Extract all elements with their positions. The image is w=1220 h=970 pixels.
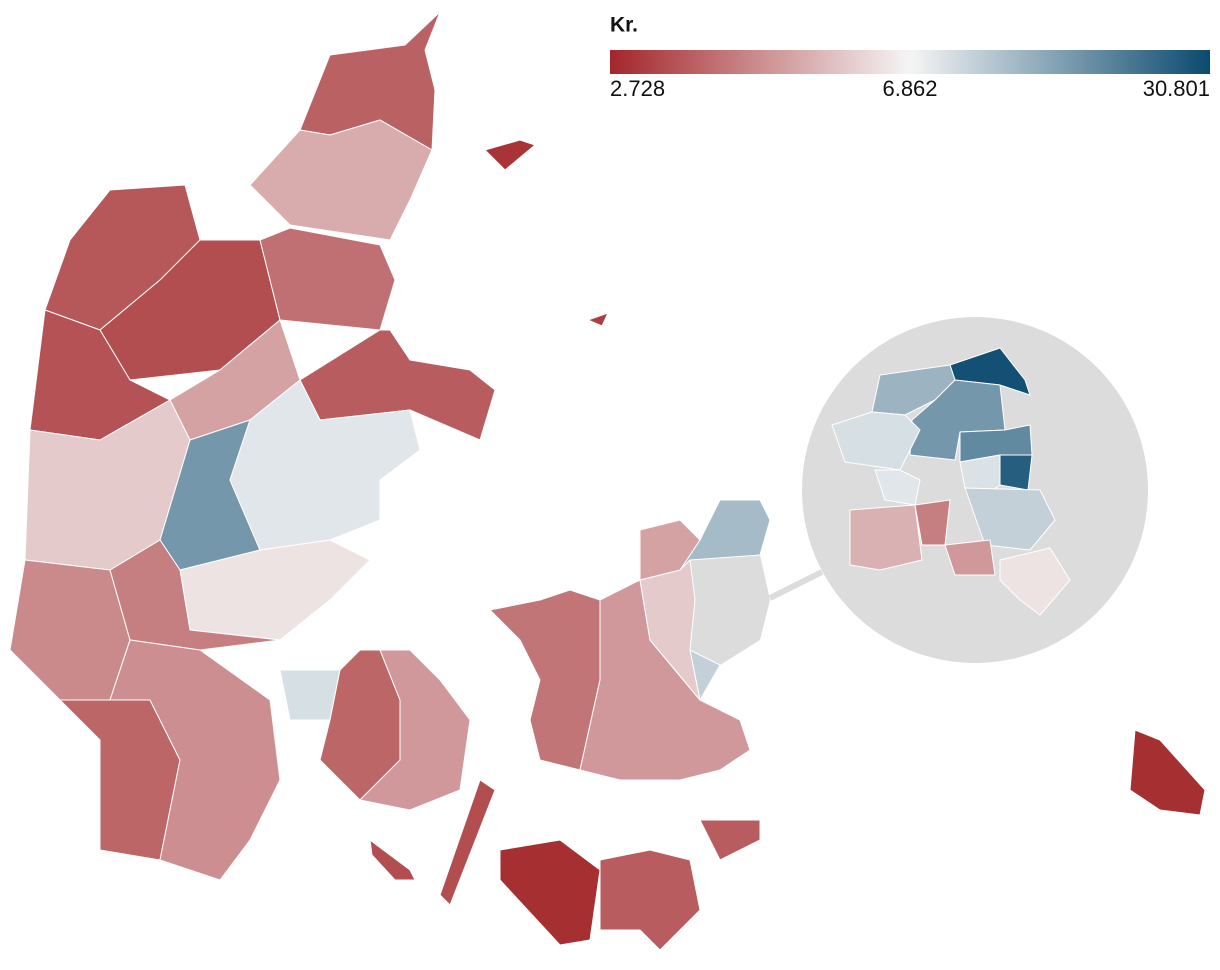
region xyxy=(587,312,609,327)
region xyxy=(874,469,921,506)
region xyxy=(964,487,1056,551)
region xyxy=(369,839,416,881)
region xyxy=(999,547,1071,616)
legend-title: Kr. xyxy=(610,14,638,37)
region xyxy=(1129,729,1206,816)
legend-ticks: 2.728 6.862 30.801 xyxy=(610,76,1210,101)
region xyxy=(484,139,536,171)
legend-bar xyxy=(610,50,1210,74)
region xyxy=(599,849,701,951)
legend-tick-label: 30.801 xyxy=(1143,76,1210,101)
region xyxy=(499,839,601,946)
region xyxy=(579,579,751,781)
legend-tick-label: 2.728 xyxy=(610,76,665,101)
region xyxy=(9,559,131,701)
region xyxy=(944,539,996,576)
region xyxy=(849,504,923,571)
region xyxy=(959,454,1001,493)
region xyxy=(639,519,701,581)
inset-area xyxy=(690,555,770,665)
region xyxy=(699,819,761,861)
region xyxy=(259,227,396,331)
region xyxy=(109,639,281,881)
legend-tick-label: 6.862 xyxy=(882,76,937,101)
region xyxy=(229,379,421,551)
region xyxy=(489,589,601,771)
region xyxy=(359,649,471,811)
region xyxy=(439,779,496,906)
regions xyxy=(9,11,1206,951)
region xyxy=(679,499,771,571)
region xyxy=(249,119,433,241)
region xyxy=(689,649,721,701)
inset-connector xyxy=(768,569,824,601)
region xyxy=(999,454,1033,491)
region xyxy=(831,411,921,471)
